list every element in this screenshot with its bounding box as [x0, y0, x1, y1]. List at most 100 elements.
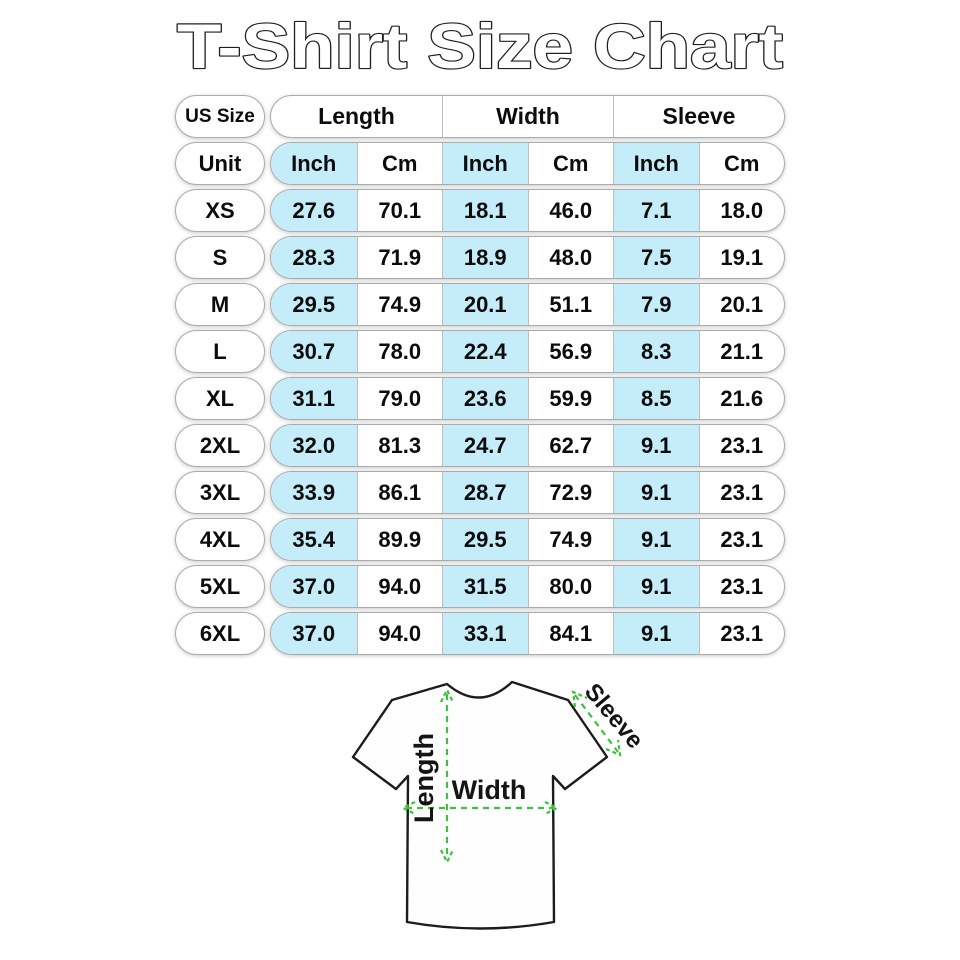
- page-title: T-Shirt Size Chart: [177, 12, 783, 82]
- title-outline-svg: T-Shirt Size Chart: [176, 11, 784, 83]
- size-label: XS: [175, 189, 265, 232]
- tshirt-outline: [351, 680, 609, 930]
- table-row: 4XL 35.4 89.9 29.5 74.9 9.1 23.1: [175, 518, 785, 561]
- size-label: 6XL: [175, 612, 265, 655]
- table-cell: 89.9: [356, 519, 443, 560]
- length-arrow: [440, 687, 454, 865]
- size-label: S: [175, 236, 265, 279]
- unit-inch-header: Inch: [271, 143, 357, 184]
- us-size-header: US Size: [175, 95, 265, 138]
- unit-inch-header: Inch: [613, 143, 699, 184]
- table-cell: 9.1: [613, 425, 699, 466]
- table-cell: 18.9: [442, 237, 528, 278]
- table-cell: 9.1: [613, 613, 699, 654]
- table-cell: 18.1: [442, 190, 528, 231]
- table-cell: 37.0: [271, 613, 357, 654]
- table-cell: 86.1: [356, 472, 443, 513]
- length-label: Length: [409, 733, 439, 823]
- table-cell: 70.1: [356, 190, 443, 231]
- table-row: 2XL 32.0 81.3 24.7 62.7 9.1 23.1: [175, 424, 785, 467]
- table-cell: 23.1: [698, 566, 785, 607]
- row-values-pill: 35.4 89.9 29.5 74.9 9.1 23.1: [270, 518, 785, 561]
- table-row: 6XL 37.0 94.0 33.1 84.1 9.1 23.1: [175, 612, 785, 655]
- table-row: S 28.3 71.9 18.9 48.0 7.5 19.1: [175, 236, 785, 279]
- table-cell: 84.1: [527, 613, 614, 654]
- unit-values-pill: Inch Cm Inch Cm Inch Cm: [270, 142, 785, 185]
- sleeve-arrow: [571, 690, 622, 757]
- table-cell: 23.1: [698, 613, 785, 654]
- table-cell: 30.7: [271, 331, 357, 372]
- table-cell: 94.0: [356, 566, 443, 607]
- table-cell: 23.1: [698, 519, 785, 560]
- table-cell: 46.0: [527, 190, 614, 231]
- table-cell: 31.1: [271, 378, 357, 419]
- table-cell: 24.7: [442, 425, 528, 466]
- table-header-row: US Size Length Width Sleeve: [175, 95, 785, 138]
- row-values-pill: 29.5 74.9 20.1 51.1 7.9 20.1: [270, 283, 785, 326]
- sleeve-header: Sleeve: [613, 96, 784, 137]
- size-label: 4XL: [175, 518, 265, 561]
- table-cell: 9.1: [613, 472, 699, 513]
- row-values-pill: 37.0 94.0 33.1 84.1 9.1 23.1: [270, 612, 785, 655]
- row-values-pill: 32.0 81.3 24.7 62.7 9.1 23.1: [270, 424, 785, 467]
- table-cell: 56.9: [527, 331, 614, 372]
- size-label: 2XL: [175, 424, 265, 467]
- table-cell: 22.4: [442, 331, 528, 372]
- row-values-pill: 30.7 78.0 22.4 56.9 8.3 21.1: [270, 330, 785, 373]
- table-cell: 7.5: [613, 237, 699, 278]
- table-cell: 29.5: [271, 284, 357, 325]
- table-row: 3XL 33.9 86.1 28.7 72.9 9.1 23.1: [175, 471, 785, 514]
- table-cell: 94.0: [356, 613, 443, 654]
- size-label: L: [175, 330, 265, 373]
- measure-groups-pill: Length Width Sleeve: [270, 95, 785, 138]
- tshirt-diagram-svg: Length Width Sleeve: [351, 678, 649, 930]
- table-cell: 23.1: [698, 472, 785, 513]
- row-values-pill: 31.1 79.0 23.6 59.9 8.5 21.6: [270, 377, 785, 420]
- width-label: Width: [452, 775, 527, 805]
- table-row: XS 27.6 70.1 18.1 46.0 7.1 18.0: [175, 189, 785, 232]
- table-cell: 31.5: [442, 566, 528, 607]
- table-cell: 78.0: [356, 331, 443, 372]
- table-cell: 21.1: [698, 331, 785, 372]
- table-cell: 32.0: [271, 425, 357, 466]
- unit-inch-header: Inch: [442, 143, 528, 184]
- table-row: 5XL 37.0 94.0 31.5 80.0 9.1 23.1: [175, 565, 785, 608]
- table-cell: 8.3: [613, 331, 699, 372]
- table-cell: 35.4: [271, 519, 357, 560]
- unit-header: Unit: [175, 142, 265, 185]
- width-header: Width: [442, 96, 613, 137]
- width-arrow: [400, 801, 560, 815]
- table-cell: 29.5: [442, 519, 528, 560]
- table-cell: 37.0: [271, 566, 357, 607]
- size-table: US Size Length Width Sleeve Unit Inch Cm…: [175, 95, 785, 659]
- unit-cm-header: Cm: [527, 143, 614, 184]
- table-unit-row: Unit Inch Cm Inch Cm Inch Cm: [175, 142, 785, 185]
- table-cell: 27.6: [271, 190, 357, 231]
- unit-cm-header: Cm: [698, 143, 785, 184]
- page-title-wrap: T-Shirt Size Chart: [0, 4, 960, 88]
- size-label: XL: [175, 377, 265, 420]
- table-cell: 74.9: [356, 284, 443, 325]
- table-cell: 71.9: [356, 237, 443, 278]
- table-cell: 33.1: [442, 613, 528, 654]
- table-cell: 20.1: [442, 284, 528, 325]
- table-cell: 7.1: [613, 190, 699, 231]
- table-cell: 7.9: [613, 284, 699, 325]
- table-cell: 79.0: [356, 378, 443, 419]
- table-cell: 19.1: [698, 237, 785, 278]
- table-row: L 30.7 78.0 22.4 56.9 8.3 21.1: [175, 330, 785, 373]
- table-cell: 28.3: [271, 237, 357, 278]
- table-cell: 28.7: [442, 472, 528, 513]
- table-cell: 18.0: [698, 190, 785, 231]
- size-label: M: [175, 283, 265, 326]
- unit-cm-header: Cm: [356, 143, 443, 184]
- table-row: XL 31.1 79.0 23.6 59.9 8.5 21.6: [175, 377, 785, 420]
- table-cell: 48.0: [527, 237, 614, 278]
- size-label: 5XL: [175, 565, 265, 608]
- table-cell: 20.1: [698, 284, 785, 325]
- table-cell: 33.9: [271, 472, 357, 513]
- table-cell: 9.1: [613, 566, 699, 607]
- table-cell: 23.1: [698, 425, 785, 466]
- row-values-pill: 33.9 86.1 28.7 72.9 9.1 23.1: [270, 471, 785, 514]
- table-row: M 29.5 74.9 20.1 51.1 7.9 20.1: [175, 283, 785, 326]
